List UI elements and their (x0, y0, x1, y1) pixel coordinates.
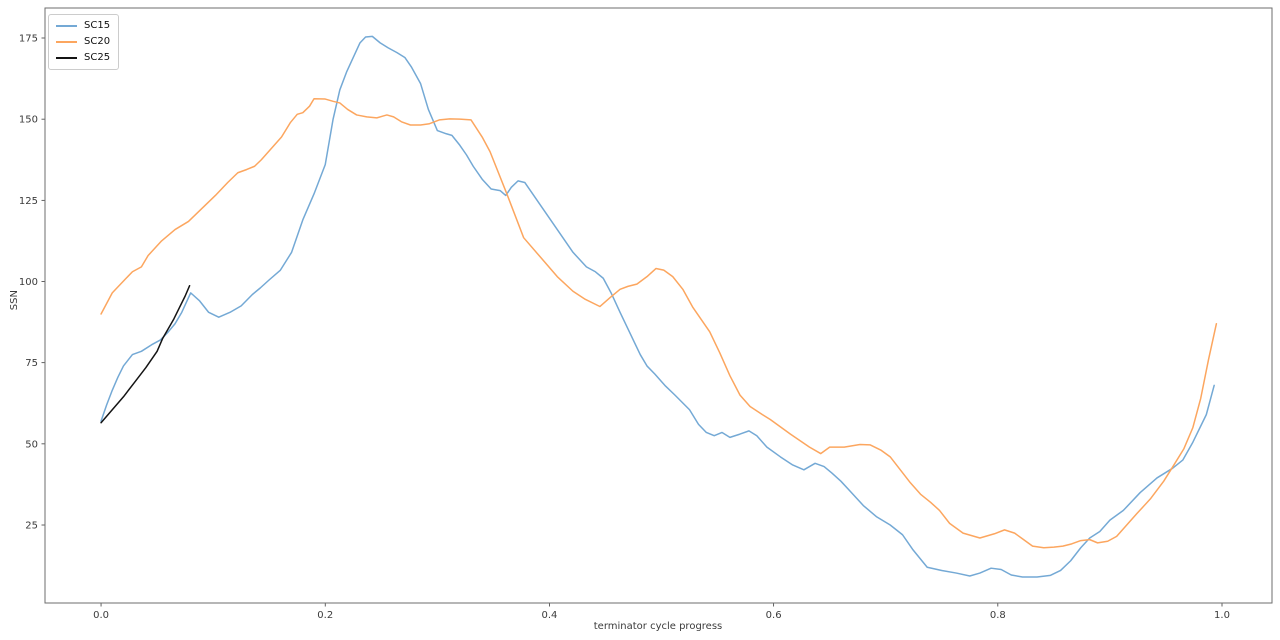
axis-ticks: 0.0 0.2 0.4 0.6 0.8 1.0 25 50 75 100 125 150 175 (19, 34, 1230, 622)
x-tick-label: 0.8 (990, 610, 1006, 621)
legend-line-sc15 (56, 25, 77, 27)
legend-item-sc15: SC15 (56, 20, 110, 32)
y-tick-label: 150 (19, 115, 38, 126)
legend-label-sc15: SC15 (84, 20, 111, 31)
legend-label-sc20: SC20 (84, 36, 111, 47)
legend: SC15 SC20 SC25 (48, 14, 120, 70)
y-tick-label: 175 (19, 34, 38, 45)
legend-item-sc25: SC25 (56, 52, 110, 64)
y-axis-label: SSN (9, 290, 20, 311)
legend-label-sc25: SC25 (84, 52, 111, 63)
legend-item-sc20: SC20 (56, 36, 110, 48)
y-tick-label: 50 (25, 439, 38, 450)
y-tick-label: 75 (25, 358, 38, 369)
axes-spines (44, 7, 1273, 604)
series-line-sc15 (100, 35, 1215, 578)
legend-line-sc20 (56, 41, 77, 43)
series-line-sc25 (100, 284, 191, 424)
x-tick-label: 0.0 (93, 610, 109, 621)
x-tick-label: 1.0 (1214, 610, 1230, 621)
plot-lines (100, 35, 1218, 578)
x-tick-label: 0.2 (317, 610, 333, 621)
x-tick-label: 0.6 (766, 610, 782, 621)
y-tick-label: 25 (25, 521, 38, 532)
legend-line-sc25 (56, 57, 77, 59)
x-axis-label: terminator cycle progress (593, 621, 723, 632)
y-tick-label: 125 (19, 196, 38, 207)
x-tick-label: 0.4 (541, 610, 557, 621)
y-tick-label: 100 (19, 277, 38, 288)
series-line-sc20 (100, 97, 1218, 549)
